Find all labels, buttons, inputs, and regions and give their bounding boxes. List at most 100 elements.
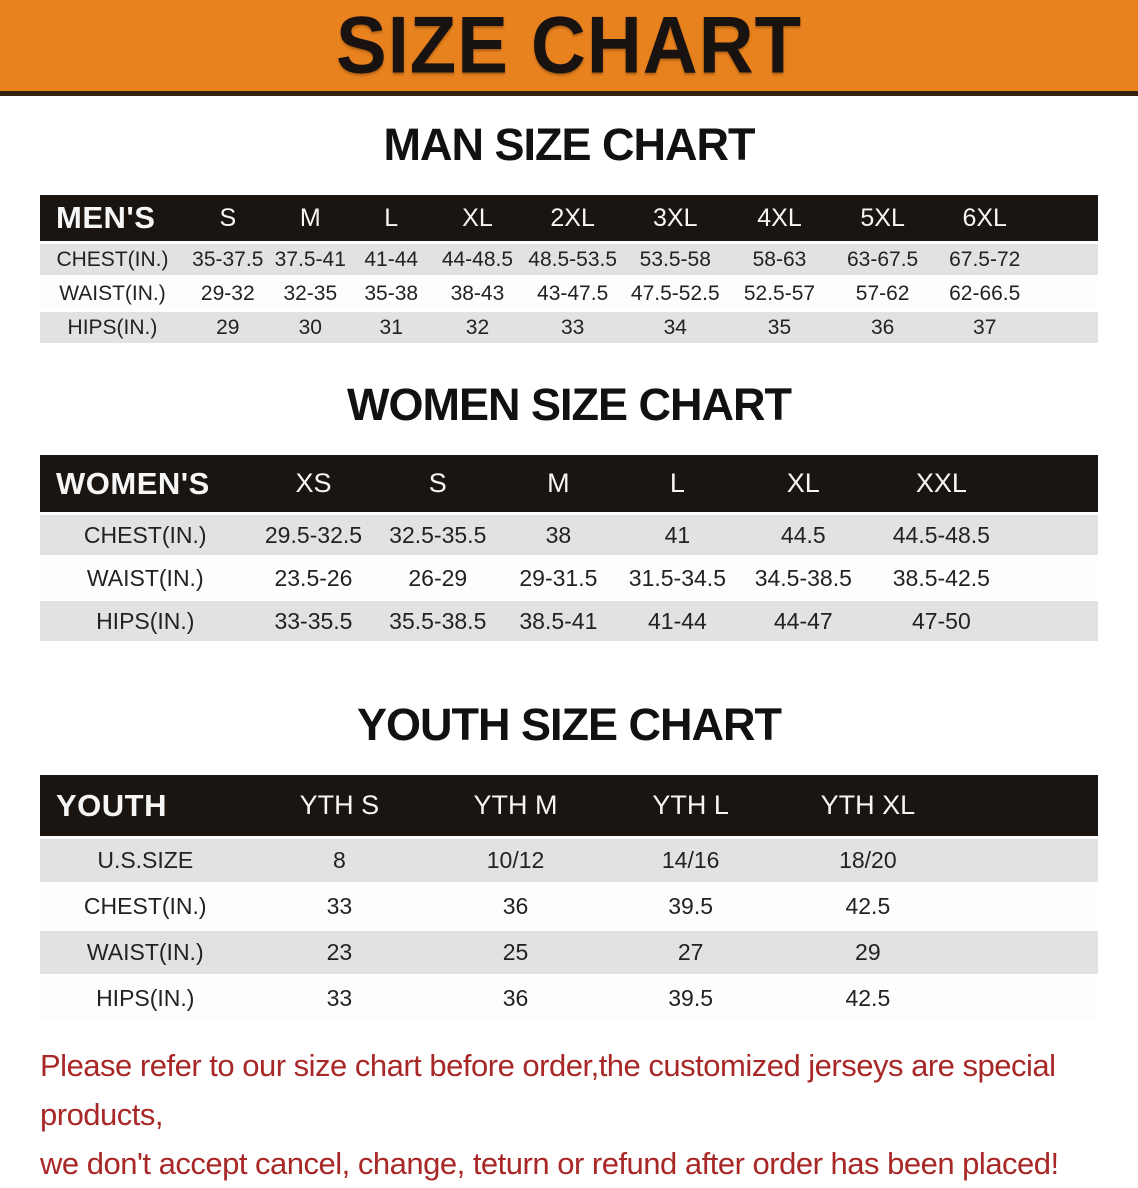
women-table-title: WOMEN'S: [40, 455, 251, 512]
cell-filler: [957, 977, 1098, 1020]
cell-filler: [957, 839, 1098, 882]
size-cell: 42.5: [778, 977, 958, 1020]
men-col-header: 5XL: [831, 195, 934, 241]
size-cell: 33: [250, 885, 429, 928]
size-cell: 29: [778, 931, 958, 974]
size-cell: 18/20: [778, 839, 958, 882]
size-cell: 23.5-26: [250, 558, 377, 598]
youth-col-header: YTH S: [250, 775, 429, 836]
women-table-header-row: WOMEN'S XS S M L XL XXL: [40, 455, 1098, 512]
header-filler: [1035, 195, 1098, 241]
row-label: WAIST(IN.): [40, 931, 251, 974]
women-chest-row: CHEST(IN.) 29.5-32.5 32.5-35.5 38 41 44.…: [40, 515, 1098, 555]
men-col-header: XL: [432, 195, 523, 241]
size-cell: 47-50: [869, 601, 1014, 641]
disclaimer-line-2: we don't accept cancel, change, teturn o…: [40, 1146, 1059, 1181]
youth-table-header-row: YOUTH YTH S YTH M YTH L YTH XL: [40, 775, 1098, 836]
size-cell: 48.5-53.5: [522, 244, 623, 275]
men-col-header: 3XL: [622, 195, 728, 241]
size-chart-banner: SIZE CHART: [0, 0, 1138, 96]
size-cell: 44.5-48.5: [869, 515, 1014, 555]
size-cell: 42.5: [778, 885, 958, 928]
size-cell: 38.5-41: [499, 601, 618, 641]
youth-col-header: YTH XL: [778, 775, 958, 836]
size-cell: 23: [250, 931, 429, 974]
size-cell: 57-62: [831, 278, 934, 309]
size-cell: 39.5: [602, 977, 779, 1020]
row-label: CHEST(IN.): [40, 885, 251, 928]
men-size-table: MEN'S S M L XL 2XL 3XL 4XL 5XL 6XL CHEST…: [40, 192, 1098, 346]
row-label: CHEST(IN.): [40, 244, 185, 275]
women-col-header: XS: [250, 455, 377, 512]
size-cell: 37.5-41: [270, 244, 350, 275]
row-label: HIPS(IN.): [40, 601, 251, 641]
women-section-heading: WOMEN SIZE CHART: [347, 379, 792, 430]
size-cell: 35.5-38.5: [376, 601, 500, 641]
size-cell: 25: [428, 931, 603, 974]
size-cell: 36: [428, 885, 603, 928]
size-cell: 27: [602, 931, 779, 974]
size-cell: 36: [831, 312, 934, 343]
cell-filler: [1035, 278, 1098, 309]
row-label: CHEST(IN.): [40, 515, 251, 555]
disclaimer-line-1: Please refer to our size chart before or…: [40, 1048, 1056, 1132]
size-cell: 30: [270, 312, 350, 343]
youth-table-title: YOUTH: [40, 775, 251, 836]
women-col-header: L: [617, 455, 738, 512]
size-cell: 33: [250, 977, 429, 1020]
women-col-header: XXL: [869, 455, 1014, 512]
size-cell: 29: [184, 312, 271, 343]
youth-col-header: YTH L: [602, 775, 779, 836]
size-cell: 33-35.5: [250, 601, 377, 641]
size-cell: 44.5: [737, 515, 870, 555]
size-cell: 38-43: [432, 278, 523, 309]
row-label: HIPS(IN.): [40, 312, 185, 343]
men-col-header: M: [270, 195, 350, 241]
size-cell: 26-29: [376, 558, 500, 598]
size-cell: 32-35: [270, 278, 350, 309]
size-cell: 32.5-35.5: [376, 515, 500, 555]
cell-filler: [957, 931, 1098, 974]
cell-filler: [1013, 558, 1098, 598]
banner-title: SIZE CHART: [336, 0, 802, 91]
size-cell: 44-48.5: [432, 244, 523, 275]
men-chest-row: CHEST(IN.) 35-37.5 37.5-41 41-44 44-48.5…: [40, 244, 1098, 275]
size-cell: 43-47.5: [522, 278, 623, 309]
size-cell: 33: [522, 312, 623, 343]
size-cell: 14/16: [602, 839, 779, 882]
order-disclaimer: Please refer to our size chart before or…: [40, 1041, 1138, 1188]
size-cell: 36: [428, 977, 603, 1020]
women-col-header: M: [499, 455, 618, 512]
cell-filler: [1013, 601, 1098, 641]
size-cell: 41-44: [349, 244, 433, 275]
men-col-header: S: [184, 195, 271, 241]
men-table-header-row: MEN'S S M L XL 2XL 3XL 4XL 5XL 6XL: [40, 195, 1098, 241]
size-cell: 32: [432, 312, 523, 343]
women-hips-row: HIPS(IN.) 33-35.5 35.5-38.5 38.5-41 41-4…: [40, 601, 1098, 641]
size-cell: 58-63: [727, 244, 832, 275]
men-section-heading: MAN SIZE CHART: [383, 119, 756, 170]
women-col-header: S: [376, 455, 500, 512]
size-cell: 67.5-72: [933, 244, 1036, 275]
size-cell: 31: [349, 312, 433, 343]
cell-filler: [1013, 515, 1098, 555]
size-cell: 10/12: [428, 839, 603, 882]
men-col-header: 4XL: [727, 195, 832, 241]
size-cell: 41: [617, 515, 738, 555]
cell-filler: [1035, 244, 1098, 275]
men-col-header: 2XL: [522, 195, 623, 241]
size-cell: 35: [727, 312, 832, 343]
size-cell: 38: [499, 515, 618, 555]
size-cell: 39.5: [602, 885, 779, 928]
men-col-header: L: [349, 195, 433, 241]
size-cell: 34.5-38.5: [737, 558, 870, 598]
size-cell: 29-32: [184, 278, 271, 309]
size-cell: 44-47: [737, 601, 870, 641]
cell-filler: [957, 885, 1098, 928]
youth-hips-row: HIPS(IN.) 33 36 39.5 42.5: [40, 977, 1098, 1020]
size-cell: 52.5-57: [727, 278, 832, 309]
header-filler: [957, 775, 1098, 836]
men-waist-row: WAIST(IN.) 29-32 32-35 35-38 38-43 43-47…: [40, 278, 1098, 309]
row-label: WAIST(IN.): [40, 558, 251, 598]
youth-col-header: YTH M: [428, 775, 603, 836]
